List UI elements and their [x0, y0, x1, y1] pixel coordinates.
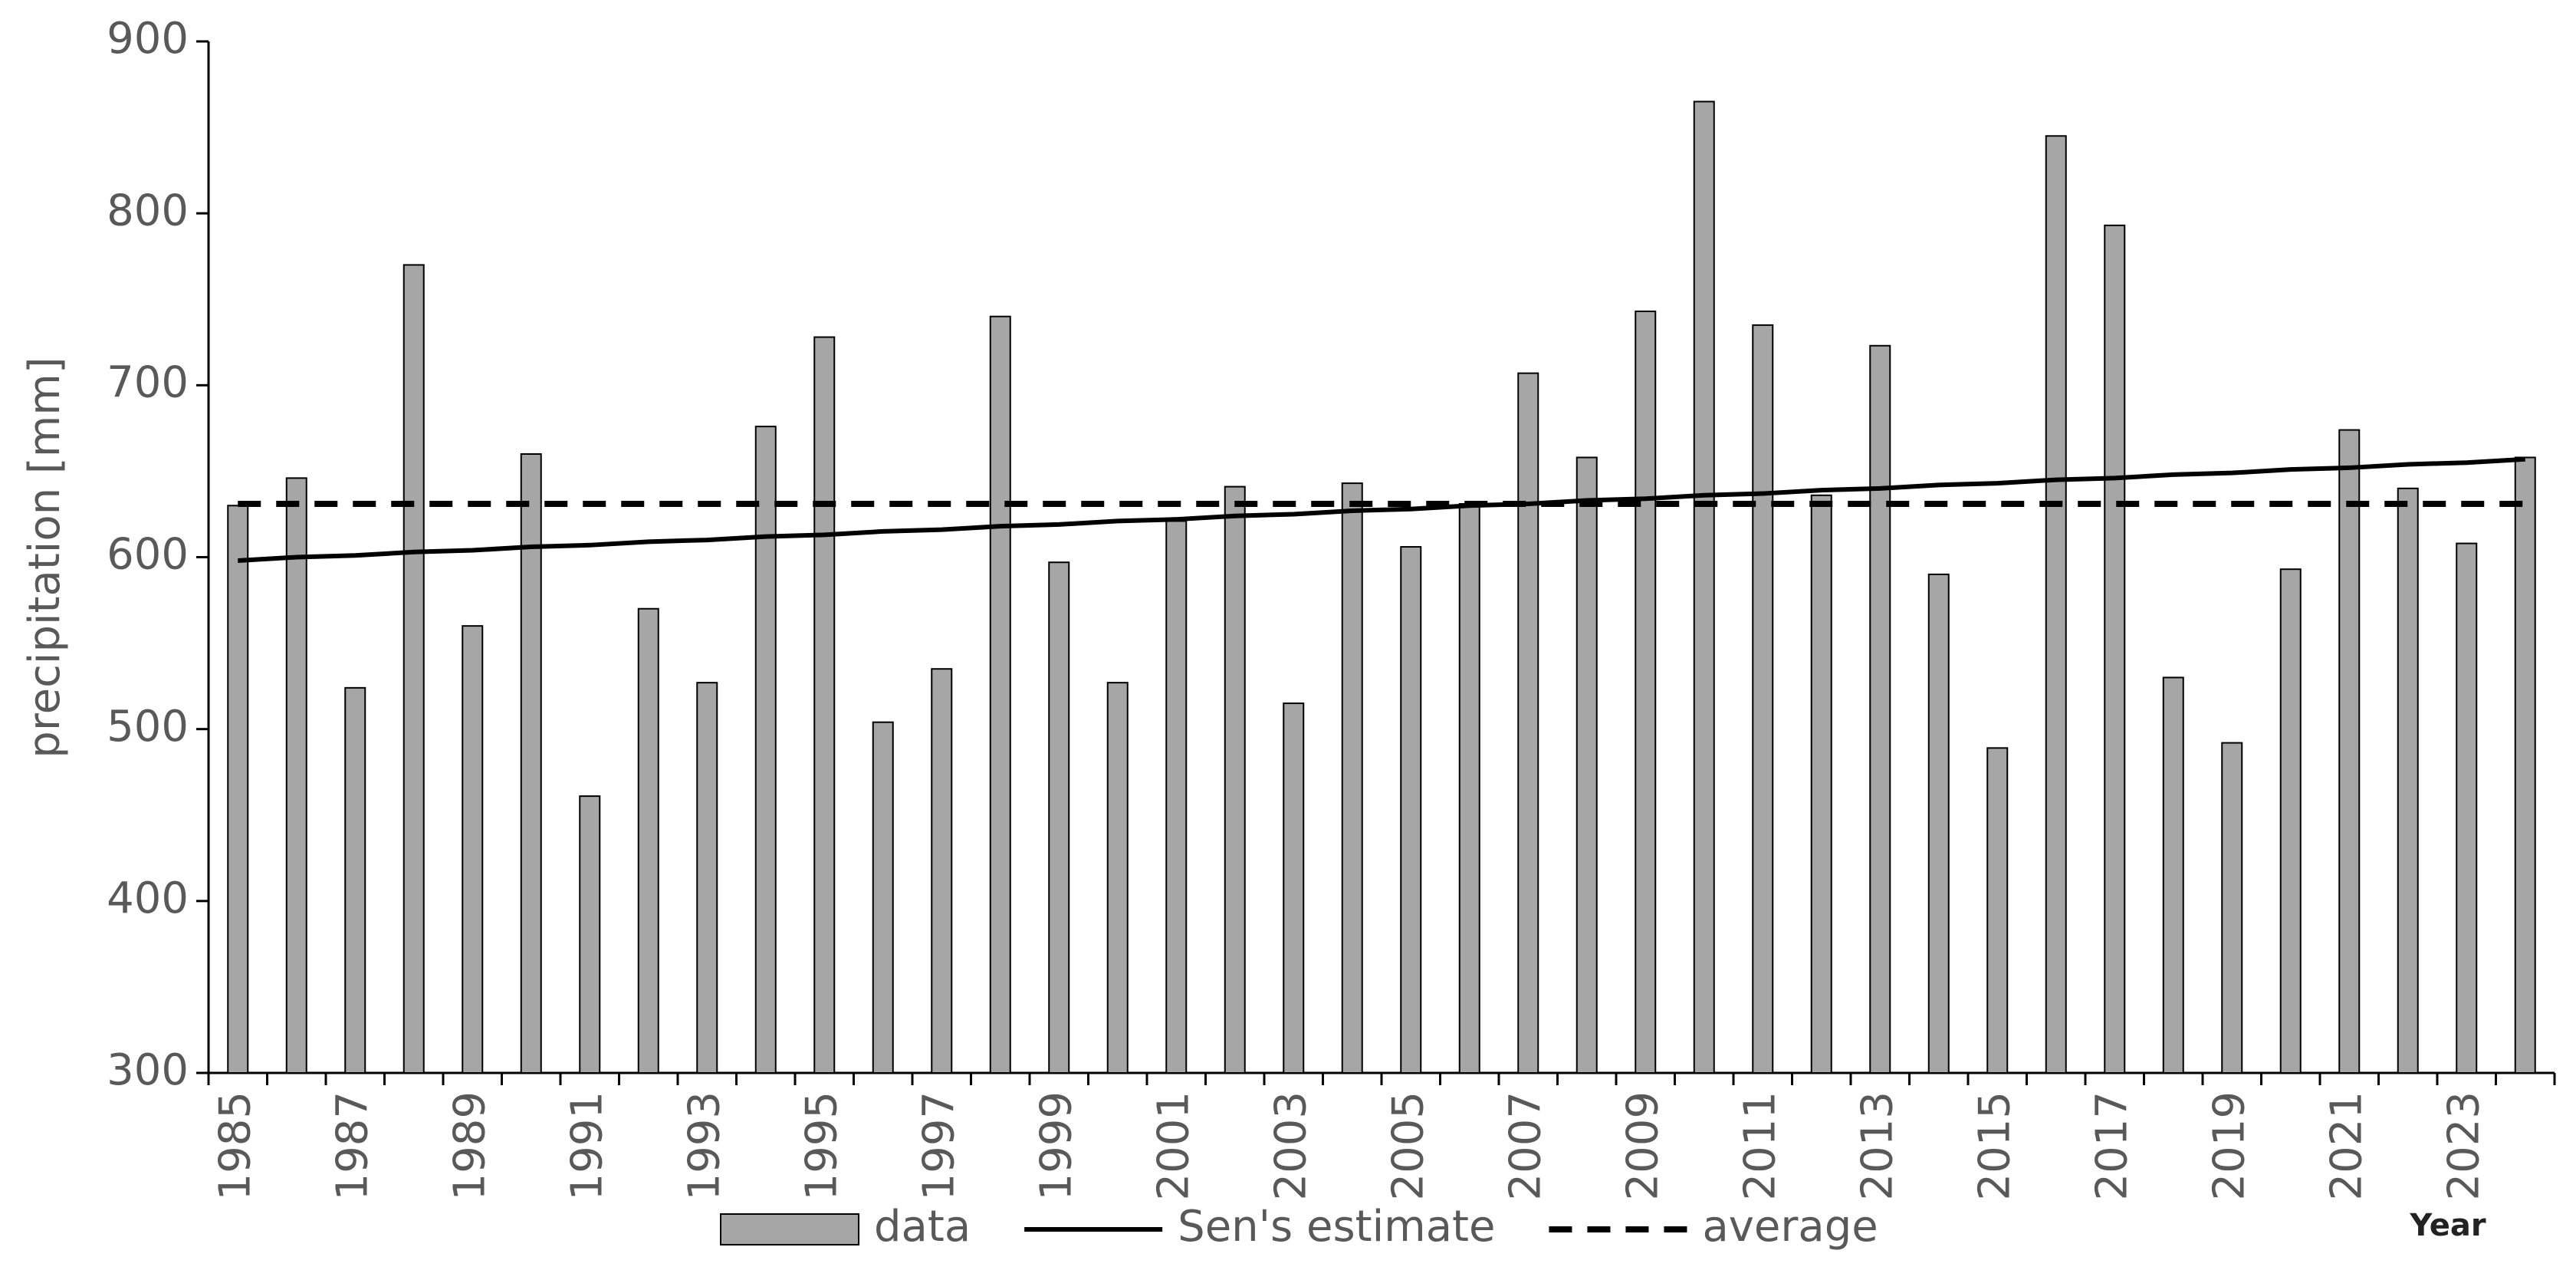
- x-tick-label: 2017: [2087, 1091, 2137, 1201]
- x-tick-label: 2013: [1852, 1091, 1902, 1201]
- bar: [1106, 682, 1129, 1074]
- x-tick-label: 2003: [1266, 1091, 1316, 1201]
- bar: [754, 426, 777, 1074]
- legend-label: Sen's estimate: [1178, 1202, 1495, 1252]
- bar: [2397, 487, 2419, 1074]
- y-tick-label: 600: [107, 530, 189, 580]
- x-tick-label: 2015: [1970, 1091, 2019, 1201]
- bar: [579, 795, 601, 1074]
- bar: [402, 264, 425, 1074]
- x-tick-label: 1995: [797, 1091, 846, 1201]
- legend-label: average: [1702, 1202, 1878, 1252]
- legend-label: data: [874, 1202, 971, 1252]
- bar: [344, 686, 366, 1074]
- x-tick-label: 1997: [914, 1091, 964, 1201]
- y-tick-label: 400: [107, 874, 189, 923]
- x-tick-label: 1993: [679, 1091, 729, 1201]
- y-tick-label: 500: [107, 702, 189, 752]
- bar: [1517, 372, 1539, 1074]
- bar: [1986, 747, 2009, 1074]
- x-tick-label: 2007: [1500, 1091, 1550, 1201]
- bar: [1576, 456, 1598, 1074]
- bar: [520, 453, 542, 1074]
- x-axis-title: Year: [2409, 1208, 2486, 1243]
- x-tick-label: 1985: [210, 1091, 260, 1201]
- bar: [1869, 344, 1891, 1074]
- x-tick-label: 1989: [445, 1091, 495, 1201]
- bar: [1693, 100, 1715, 1074]
- y-tick-label: 900: [107, 14, 189, 64]
- bar: [227, 505, 249, 1074]
- bar: [1752, 324, 1774, 1074]
- bar: [1224, 485, 1246, 1074]
- x-tick-label: 2019: [2204, 1091, 2254, 1201]
- bar: [1341, 482, 1363, 1074]
- bar: [1927, 573, 1950, 1074]
- bar: [2279, 568, 2302, 1074]
- bar: [2221, 742, 2243, 1074]
- bar: [285, 477, 307, 1074]
- bar: [2104, 224, 2126, 1074]
- y-axis-title: precipitation [mm]: [20, 357, 70, 758]
- bar: [1458, 503, 1480, 1074]
- bar: [872, 721, 894, 1074]
- bar: [1810, 494, 1832, 1074]
- y-tick-label: 300: [107, 1045, 189, 1095]
- x-tick-label: 1999: [1031, 1091, 1081, 1201]
- y-tick-label: 700: [107, 357, 189, 407]
- bar: [2162, 676, 2184, 1074]
- bar: [1400, 546, 1422, 1074]
- bar: [989, 315, 1011, 1074]
- bar: [2514, 456, 2536, 1074]
- y-tick-label: 800: [107, 186, 189, 235]
- bar: [696, 682, 718, 1074]
- bar: [2456, 542, 2478, 1074]
- x-tick-label: 2001: [1148, 1091, 1198, 1201]
- legend-swatch: [720, 1213, 859, 1245]
- bar: [813, 336, 836, 1074]
- x-tick-label: 1987: [327, 1091, 377, 1201]
- x-tick-label: 1991: [562, 1091, 612, 1201]
- x-tick-label: 2011: [1735, 1091, 1785, 1201]
- bar: [1165, 520, 1188, 1074]
- bar: [637, 607, 659, 1074]
- bar: [2338, 429, 2361, 1074]
- bar: [1048, 561, 1070, 1074]
- bar: [931, 668, 953, 1074]
- bar: [462, 625, 484, 1074]
- bar: [1635, 310, 1657, 1074]
- x-tick-label: 2005: [1383, 1091, 1433, 1201]
- bar: [2045, 135, 2067, 1074]
- bar: [1283, 703, 1305, 1074]
- x-tick-label: 2023: [2439, 1091, 2489, 1201]
- x-tick-label: 2009: [1618, 1091, 1668, 1201]
- trend-line: [238, 456, 2525, 563]
- x-tick-label: 2021: [2321, 1091, 2371, 1201]
